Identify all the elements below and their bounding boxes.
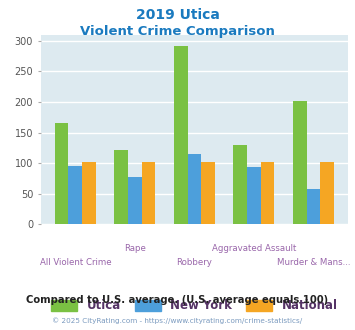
Bar xyxy=(174,46,187,224)
Text: © 2025 CityRating.com - https://www.cityrating.com/crime-statistics/: © 2025 CityRating.com - https://www.city… xyxy=(53,317,302,324)
Legend: Utica, New York, National: Utica, New York, National xyxy=(46,295,343,317)
Text: All Violent Crime: All Violent Crime xyxy=(39,258,111,267)
Text: Compared to U.S. average. (U.S. average equals 100): Compared to U.S. average. (U.S. average … xyxy=(26,295,329,305)
Bar xyxy=(55,123,69,224)
Bar xyxy=(201,162,215,224)
Bar xyxy=(247,168,261,224)
Bar xyxy=(69,166,82,224)
Bar xyxy=(307,189,320,224)
Text: Robbery: Robbery xyxy=(176,258,212,267)
Bar xyxy=(233,145,247,224)
Text: Aggravated Assault: Aggravated Assault xyxy=(212,244,296,253)
Bar xyxy=(261,162,274,224)
Text: Murder & Mans...: Murder & Mans... xyxy=(277,258,350,267)
Bar xyxy=(187,154,201,224)
Text: 2019 Utica: 2019 Utica xyxy=(136,8,219,22)
Bar xyxy=(320,162,334,224)
Text: Rape: Rape xyxy=(124,244,146,253)
Bar xyxy=(142,162,155,224)
Text: Violent Crime Comparison: Violent Crime Comparison xyxy=(80,25,275,38)
Bar xyxy=(114,150,128,224)
Bar xyxy=(82,162,96,224)
Bar xyxy=(293,101,307,224)
Bar xyxy=(128,177,142,224)
